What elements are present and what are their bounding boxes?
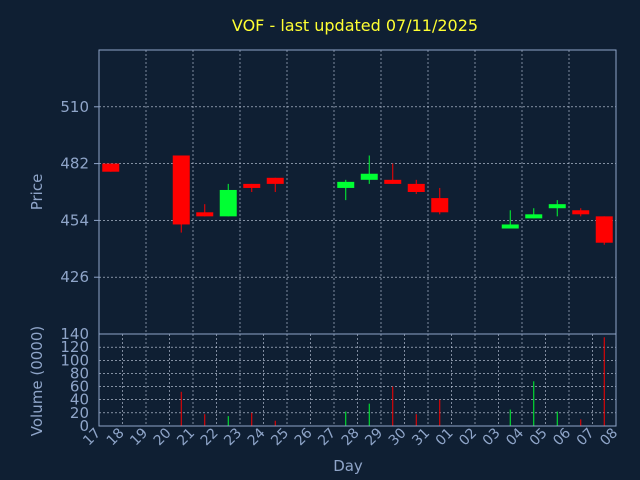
volume-tick-label: 120: [60, 338, 89, 356]
candle-body: [172, 155, 190, 225]
price-tick-label: 482: [60, 155, 89, 173]
candle-body: [407, 183, 425, 192]
x-tick-label: 19: [127, 425, 151, 449]
volume-bars: [180, 337, 605, 426]
x-tick-label: 27: [315, 425, 339, 449]
chart-title: VOF - last updated 07/11/2025: [232, 16, 478, 35]
x-tick-label: 23: [221, 425, 245, 449]
x-tick-label: 02: [456, 425, 480, 449]
candle-body: [337, 181, 355, 188]
candle-body: [266, 177, 284, 184]
candle-body: [525, 214, 543, 219]
price-tick-label: 426: [60, 268, 89, 286]
candle-body: [431, 198, 449, 213]
x-tick-label: 25: [268, 425, 292, 449]
volume-tick-label: 80: [70, 364, 89, 382]
candle-body: [243, 183, 261, 188]
x-tick-label: 22: [198, 425, 222, 449]
volume-tick-label: 20: [70, 404, 89, 422]
volume-tick-label: 100: [60, 351, 89, 369]
volume-grid: [99, 334, 617, 426]
volume-tick-label: 60: [70, 378, 89, 396]
x-tick-label: 31: [409, 425, 433, 449]
candle-body: [219, 189, 237, 217]
x-tick-label: 04: [503, 425, 527, 449]
candle-body: [548, 204, 566, 209]
x-tick-label: 07: [574, 425, 598, 449]
x-tick-label: 30: [386, 425, 410, 449]
x-tick-label: 01: [433, 425, 457, 449]
x-tick-label: 29: [362, 425, 386, 449]
candle-body: [384, 179, 402, 184]
price-axis: 426 454 482 510: [60, 98, 99, 286]
candles: [102, 155, 613, 245]
volume-axis-label: Volume (0000): [28, 326, 46, 436]
volume-panel-frame: [98, 333, 617, 427]
price-axis-label: Price: [28, 174, 46, 211]
candle-body: [360, 173, 378, 180]
volume-tick-label: 0: [79, 417, 89, 435]
x-tick-label: 05: [527, 425, 551, 449]
x-axis-label: Day: [333, 457, 363, 475]
candle-body: [595, 216, 613, 243]
x-tick-label: 18: [104, 425, 128, 449]
x-tick-label: 06: [550, 425, 574, 449]
candle-body: [196, 212, 214, 217]
price-tick-label: 454: [60, 211, 89, 229]
x-tick-label: 24: [245, 425, 269, 449]
x-tick-label: 26: [292, 425, 316, 449]
price-grid: [99, 50, 617, 334]
x-tick-label: 21: [174, 425, 198, 449]
candle-body: [572, 210, 590, 215]
candle-body: [501, 224, 519, 229]
x-tick-label: 08: [597, 425, 621, 449]
candle-body: [102, 163, 120, 172]
x-tick-label: 28: [339, 425, 363, 449]
x-tick-label: 03: [480, 425, 504, 449]
volume-tick-label: 140: [60, 325, 89, 343]
volume-tick-label: 40: [70, 391, 89, 409]
price-tick-label: 510: [60, 98, 89, 116]
x-axis: 17 18 19 20 21 22 23 24 25 26 27 28 29 30 31 01 02 03 04 05…: [80, 425, 621, 449]
x-tick-label: 20: [151, 425, 175, 449]
